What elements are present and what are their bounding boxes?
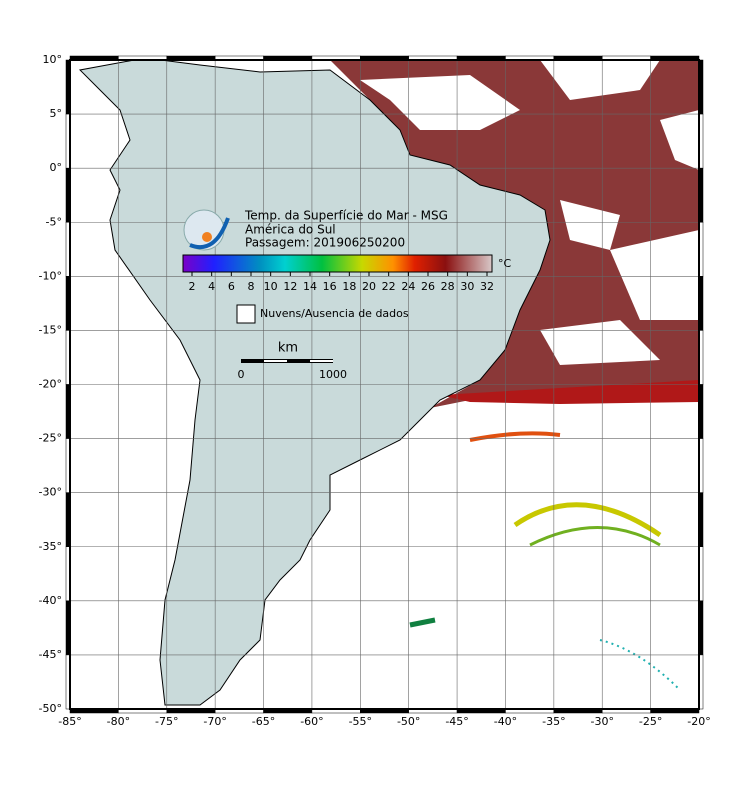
lon-label: -85° bbox=[58, 715, 81, 728]
scale-end: 1000 bbox=[319, 368, 347, 381]
sst-scatter bbox=[409, 431, 681, 691]
lon-label: -40° bbox=[494, 715, 517, 728]
lon-label: -70° bbox=[203, 715, 226, 728]
colorbar-tick-label: 22 bbox=[382, 280, 396, 293]
colorbar-tick-label: 24 bbox=[401, 280, 415, 293]
clouds bbox=[360, 60, 699, 365]
colorbar bbox=[182, 254, 493, 273]
axis-labels: -85° -80° -75° -70° -65° -60° -55° -50° -45° -40°… bbox=[39, 53, 711, 728]
lon-label: -20° bbox=[687, 715, 710, 728]
colorbar-tick-label: 6 bbox=[228, 280, 235, 293]
lat-label: -25° bbox=[39, 432, 62, 445]
lat-label: -5° bbox=[46, 215, 62, 228]
scale-start: 0 bbox=[238, 368, 245, 381]
scale-unit: km bbox=[278, 341, 298, 356]
lat-label: -35° bbox=[39, 540, 62, 553]
colorbar-tick-label: 8 bbox=[248, 280, 255, 293]
scale-bar-segment bbox=[264, 360, 287, 362]
colorbar-tick-label: 28 bbox=[441, 280, 455, 293]
lat-label: 10° bbox=[43, 53, 63, 66]
colorbar-unit: °C bbox=[498, 257, 512, 270]
lon-label: -35° bbox=[542, 715, 565, 728]
sst-warm bbox=[330, 60, 699, 408]
lon-label: -30° bbox=[590, 715, 613, 728]
colorbar-tick-label: 30 bbox=[460, 280, 474, 293]
pass-time: Passagem: 201906250200 bbox=[245, 236, 405, 250]
lat-label: -20° bbox=[39, 378, 62, 391]
colorbar-tick-label: 20 bbox=[362, 280, 376, 293]
graticule bbox=[65, 55, 704, 714]
lon-label: -50° bbox=[397, 715, 420, 728]
legend-swatch bbox=[236, 304, 256, 324]
lon-label: -65° bbox=[252, 715, 275, 728]
lon-label: -60° bbox=[300, 715, 323, 728]
title-line: Temp. da Superfície do Mar - MSG bbox=[244, 209, 448, 223]
lon-label: -45° bbox=[445, 715, 468, 728]
lat-label: -15° bbox=[39, 323, 62, 336]
lat-label: -45° bbox=[39, 648, 62, 661]
colorbar-tick-label: 14 bbox=[303, 280, 317, 293]
lat-label: 0° bbox=[50, 161, 63, 174]
logo bbox=[183, 209, 230, 251]
colorbar-tick-label: 12 bbox=[283, 280, 297, 293]
subtitle: América do Sul bbox=[245, 223, 336, 237]
lon-label: -75° bbox=[155, 715, 178, 728]
colorbar-tick-label: 26 bbox=[421, 280, 435, 293]
sst-red bbox=[440, 380, 699, 404]
colorbar-tick-label: 4 bbox=[208, 280, 215, 293]
colorbar-tick-label: 10 bbox=[264, 280, 278, 293]
lat-label: -10° bbox=[39, 269, 62, 282]
lat-label: -30° bbox=[39, 486, 62, 499]
colorbar-tick-label: 32 bbox=[480, 280, 494, 293]
frame bbox=[69, 59, 700, 710]
lon-label: -55° bbox=[349, 715, 372, 728]
colorbar-tick-label: 18 bbox=[342, 280, 356, 293]
lon-label: -25° bbox=[639, 715, 662, 728]
lat-label: -40° bbox=[39, 594, 62, 607]
colorbar-tick-label: 2 bbox=[189, 280, 196, 293]
lat-label: 5° bbox=[50, 107, 63, 120]
colorbar-tick-label: 16 bbox=[323, 280, 337, 293]
scale-bar-segment bbox=[310, 360, 333, 362]
colorbar-ticks: 2 4 6 8 10 12 14 16 18 20 22 24 26 28 30 32 bbox=[189, 272, 494, 293]
lon-label: -80° bbox=[107, 715, 130, 728]
legend-label: Nuvens/Ausencia de dados bbox=[260, 307, 409, 320]
lat-label: -50° bbox=[39, 702, 62, 715]
